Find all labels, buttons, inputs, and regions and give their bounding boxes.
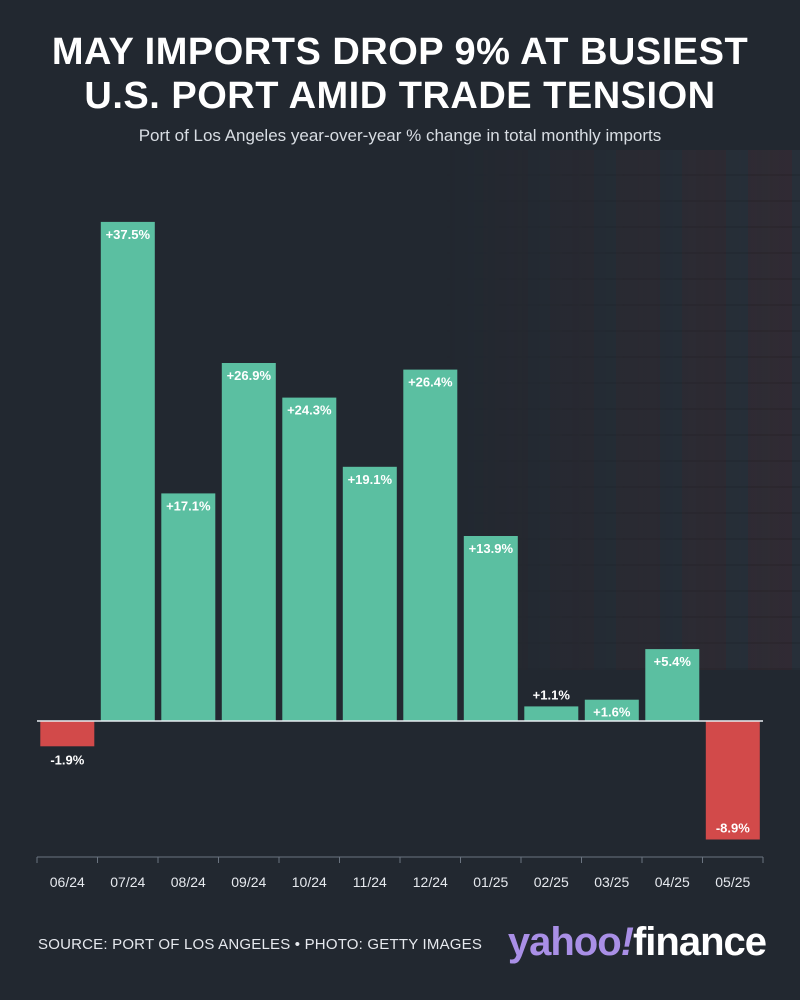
data-label-03/25: +1.6%	[593, 705, 631, 720]
data-label-10/24: +24.3%	[287, 403, 332, 418]
bar-07/24	[100, 221, 155, 721]
data-label-02/25: +1.1%	[533, 687, 571, 702]
yahoo-finance-logo: yahoo!finance	[507, 920, 767, 965]
data-label-09/24: +26.9%	[227, 368, 272, 383]
data-label-08/24: +17.1%	[166, 498, 211, 513]
data-label-01/25: +13.9%	[469, 541, 514, 556]
x-tick-label-08/24: 08/24	[171, 874, 206, 890]
x-tick-label-05/25: 05/25	[715, 874, 750, 890]
bar-05/25	[705, 721, 760, 840]
logo-yahoo: yahoo	[507, 920, 622, 964]
logo-finance: finance	[632, 920, 767, 964]
x-tick-label-10/24: 10/24	[292, 874, 327, 890]
x-tick-label-07/24: 07/24	[110, 874, 145, 890]
bar-11/24	[342, 466, 397, 721]
bar-04/25	[645, 649, 700, 721]
x-tick-label-09/24: 09/24	[231, 874, 266, 890]
data-label-04/25: +5.4%	[654, 654, 692, 669]
data-label-12/24: +26.4%	[408, 375, 453, 390]
x-tick-label-12/24: 12/24	[413, 874, 448, 890]
bar-08/24	[161, 493, 216, 721]
x-tick-label-01/25: 01/25	[473, 874, 508, 890]
data-label-05/25: -8.9%	[716, 821, 750, 836]
x-tick-label-04/25: 04/25	[655, 874, 690, 890]
source-credit: SOURCE: PORT OF LOS ANGELES • PHOTO: GET…	[38, 936, 483, 953]
data-label-07/24: +37.5%	[106, 227, 151, 242]
x-tick-label-11/24: 11/24	[353, 874, 387, 890]
logo-bang: !	[620, 920, 634, 964]
bar-chart: -1.9% 06/24 +37.5% 07/24 +17.1% 08/24 +26.9% 09…	[36, 221, 764, 890]
data-label-11/24: +19.1%	[348, 472, 393, 487]
chart-subtitle: Port of Los Angeles year-over-year % cha…	[138, 126, 662, 145]
bar-09/24	[221, 363, 276, 721]
bar-12/24	[403, 369, 458, 721]
x-tick-label-03/25: 03/25	[594, 874, 629, 890]
bar-02/25	[524, 706, 579, 721]
bar-03/25	[584, 699, 639, 721]
x-tick-label-06/24: 06/24	[50, 874, 85, 890]
x-tick-label-02/25: 02/25	[534, 874, 569, 890]
chart-title: MAY IMPORTS DROP 9% AT BUSIEST U.S. PORT…	[0, 30, 800, 118]
bar-01/25	[463, 536, 518, 721]
bar-10/24	[282, 397, 337, 721]
title-line-2: U.S. PORT AMID TRADE TENSION	[84, 75, 716, 117]
title-line-1: MAY IMPORTS DROP 9% AT BUSIEST	[51, 31, 749, 73]
bar-06/24	[40, 721, 95, 747]
data-label-06/24: -1.9%	[50, 752, 84, 767]
